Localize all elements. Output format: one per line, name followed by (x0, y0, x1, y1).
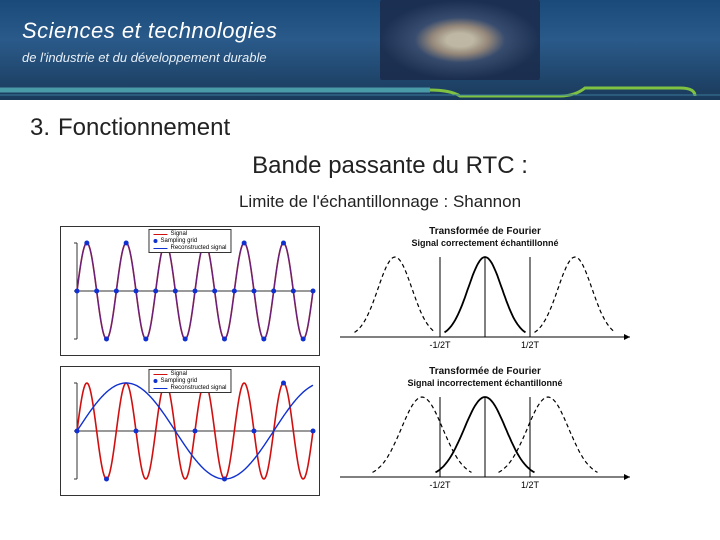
fourier-chart-correct: Transformée de Fourier Signal correcteme… (330, 226, 640, 356)
slide-subtitle: Bande passante du RTC : (0, 152, 720, 180)
legend-top: Signal Sampling grid Reconstructed signa… (148, 229, 231, 253)
fourier-title-top: Transformée de Fourier (330, 226, 640, 238)
heading-number: 3. (30, 114, 50, 142)
slide-sub2: Limite de l'échantillonnage : Shannon (0, 192, 720, 212)
fourier-title-bot: Transformée de Fourier (330, 366, 640, 378)
sampling-chart-correct: Signal Sampling grid Reconstructed signa… (60, 226, 320, 356)
svg-text:-1/2T: -1/2T (429, 480, 451, 490)
svg-text:1/2T: 1/2T (521, 340, 540, 350)
fourier-sub-bot: Signal incorrectement échantillonné (330, 379, 640, 389)
fourier-chart-aliased: Transformée de Fourier Signal incorrecte… (330, 366, 640, 496)
section-heading: 3. Fonctionnement (0, 100, 720, 142)
fourier-sub-top: Signal correctement échantillonné (330, 239, 640, 249)
sampling-chart-aliased: Signal Sampling grid Reconstructed signa… (60, 366, 320, 496)
banner-decor-line (0, 84, 720, 102)
legend-bot: Signal Sampling grid Reconstructed signa… (148, 369, 231, 393)
figure-grid: Signal Sampling grid Reconstructed signa… (60, 226, 720, 496)
banner-collage-photo (380, 0, 540, 80)
banner-title: Sciences et technologies (22, 18, 277, 44)
banner-subtitle: de l'industrie et du développement durab… (22, 50, 267, 65)
svg-text:1/2T: 1/2T (521, 480, 540, 490)
fourier-svg-top: -1/2T 1/2T (330, 249, 640, 351)
header-banner: Sciences et technologies de l'industrie … (0, 0, 720, 100)
heading-text: Fonctionnement (58, 114, 230, 142)
fourier-svg-bot: -1/2T 1/2T (330, 389, 640, 491)
svg-text:-1/2T: -1/2T (429, 340, 451, 350)
